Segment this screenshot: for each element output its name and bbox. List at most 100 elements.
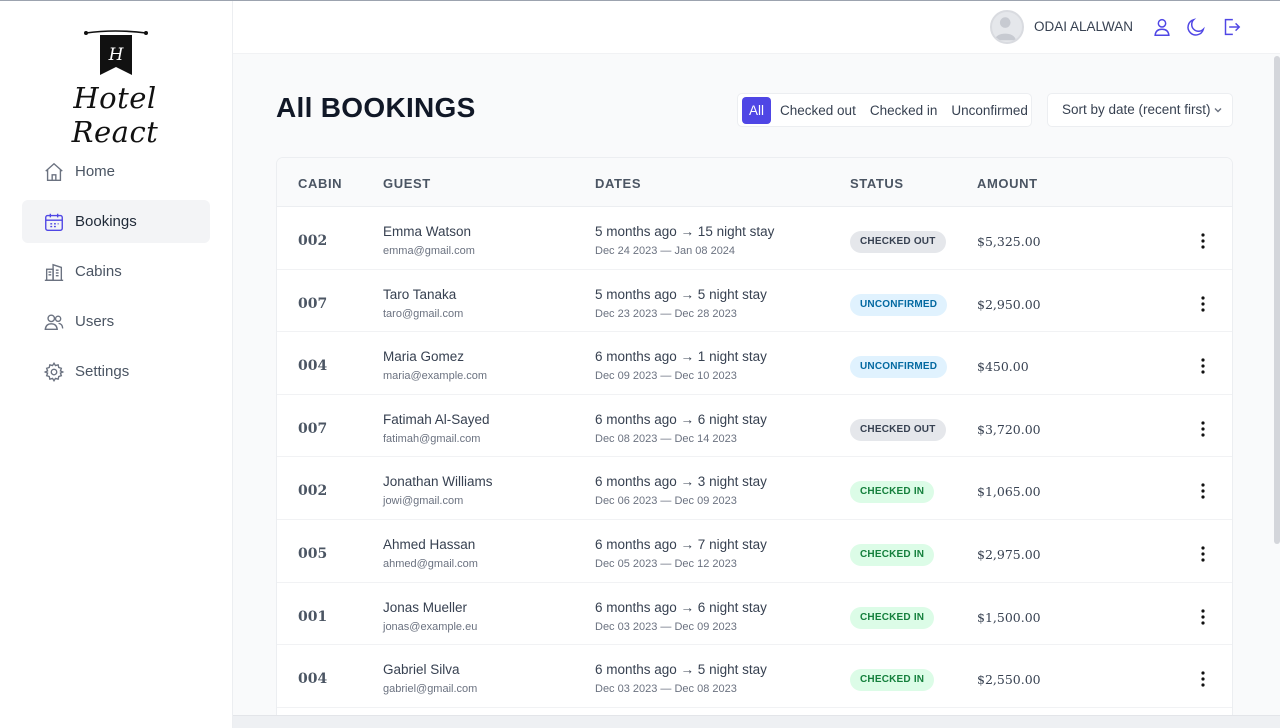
more-vertical-icon: [1201, 358, 1205, 374]
guest-name: Gabriel Silva: [383, 662, 460, 678]
more-vertical-icon: [1201, 671, 1205, 687]
status-badge: CHECKED OUT: [850, 231, 946, 253]
sidebar-item-label: Settings: [75, 363, 130, 380]
table-row[interactable]: 007 Fatimah Al-Sayed fatimah@gmail.com 6…: [277, 395, 1232, 458]
dark-mode-toggle[interactable]: [1185, 16, 1207, 38]
cabin-number: 007: [298, 420, 328, 437]
avatar[interactable]: [990, 10, 1024, 44]
logo-text: Hotel React: [71, 81, 159, 149]
top-header: ODAI ALALWAN: [233, 1, 1280, 54]
status-badge: CHECKED OUT: [850, 418, 946, 441]
status-badge: CHECKED IN: [850, 543, 935, 566]
row-menu-button[interactable]: [1195, 357, 1211, 375]
filter-unconfirmed-button[interactable]: Unconfirmed: [951, 102, 1028, 118]
guest-email: jonas@example.eu: [383, 620, 478, 633]
cabin-number: 004: [298, 358, 328, 375]
column-header-guest: GUEST: [383, 176, 431, 191]
date-range: Dec 08 2023 — Dec 14 2023: [595, 432, 737, 445]
cabin-number: 007: [298, 295, 328, 312]
vertical-scrollbar[interactable]: [1274, 56, 1280, 544]
guest-name: Ahmed Hassan: [383, 536, 476, 552]
chevron-down-icon: [1214, 108, 1222, 113]
table-row[interactable]: 004 Maria Gomez maria@example.com 6 mont…: [277, 332, 1232, 395]
column-header-status: STATUS: [850, 176, 904, 191]
logout-icon: [1224, 18, 1241, 36]
table-row[interactable]: 007 Taro Tanaka taro@gmail.com 5 months …: [277, 270, 1232, 333]
default-avatar-icon: [994, 17, 1016, 41]
sidebar-item-users[interactable]: Users: [22, 300, 210, 343]
stay-summary: 6 months ago → 3 night stay: [595, 474, 767, 490]
amount: $1,065.00: [977, 484, 1041, 500]
row-menu-button[interactable]: [1195, 232, 1211, 250]
table-row[interactable]: 002 Jonathan Williams jowi@gmail.com 6 m…: [277, 457, 1232, 520]
guest-email: fatimah@gmail.com: [383, 432, 481, 445]
table-row[interactable]: 004 Gabriel Silva gabriel@gmail.com 6 mo…: [277, 645, 1232, 708]
row-menu-button[interactable]: [1195, 545, 1211, 563]
sidebar-item-home[interactable]: Home: [22, 150, 210, 193]
guest-email: emma@gmail.com: [383, 245, 475, 257]
horizontal-scrollbar[interactable]: [233, 715, 1280, 728]
row-menu-button[interactable]: [1195, 420, 1211, 438]
guest-email: taro@gmail.com: [383, 307, 464, 320]
sort-select[interactable]: Sort by date (recent first): [1047, 93, 1233, 127]
sidebar-item-bookings[interactable]: Bookings: [22, 200, 210, 243]
guest-name: Taro Tanaka: [383, 286, 457, 302]
date-range: Dec 05 2023 — Dec 12 2023: [595, 557, 737, 570]
cabin-number: 002: [298, 233, 328, 249]
date-range: Dec 24 2023 — Jan 08 2024: [595, 245, 736, 257]
users-icon: [43, 311, 65, 333]
building-icon: [43, 261, 65, 283]
account-button[interactable]: [1151, 16, 1173, 38]
date-range: Dec 23 2023 — Dec 28 2023: [595, 307, 737, 320]
more-vertical-icon: [1201, 546, 1205, 562]
column-header-dates: DATES: [595, 176, 642, 191]
amount: $450.00: [977, 359, 1029, 375]
page-title: All BOOKINGS: [276, 92, 476, 123]
cabin-number: 005: [298, 545, 328, 562]
table-row[interactable]: 001 Jonas Mueller jonas@example.eu 6 mon…: [277, 583, 1232, 646]
sidebar-item-settings[interactable]: Settings: [22, 350, 210, 393]
home-icon: [43, 161, 65, 183]
amount: $2,550.00: [977, 672, 1041, 688]
row-menu-button[interactable]: [1195, 482, 1211, 500]
table-row[interactable]: 002 Emma Watson emma@gmail.com 5 months …: [277, 207, 1232, 270]
row-menu-button[interactable]: [1195, 608, 1211, 626]
amount: $2,975.00: [977, 546, 1041, 562]
filter-checked-out-button[interactable]: Checked out: [780, 102, 856, 118]
stay-summary: 6 months ago → 5 night stay: [595, 662, 767, 678]
guest-email: jowi@gmail.com: [383, 495, 464, 508]
sidebar-item-cabins[interactable]: Cabins: [22, 250, 210, 293]
more-vertical-icon: [1201, 233, 1205, 249]
cabin-number: 004: [298, 671, 328, 688]
status-filter: All Checked out Checked in Unconfirmed: [737, 93, 1032, 127]
table-row[interactable]: 005 Ahmed Hassan ahmed@gmail.com 6 month…: [277, 520, 1232, 583]
gear-icon: [43, 361, 65, 383]
filter-all-button[interactable]: All: [742, 96, 772, 124]
calendar-icon: [43, 211, 65, 233]
sidebar-item-label: Cabins: [75, 263, 122, 280]
status-badge: CHECKED IN: [850, 606, 935, 629]
user-icon: [1154, 18, 1170, 36]
sidebar-item-label: Users: [75, 313, 115, 330]
status-badge: UNCONFIRMED: [850, 356, 948, 379]
filter-checked-in-button[interactable]: Checked in: [869, 102, 938, 118]
amount: $3,720.00: [977, 421, 1041, 437]
guest-name: Jonathan Williams: [383, 474, 493, 490]
row-menu-button[interactable]: [1195, 295, 1211, 313]
sidebar-item-label: Home: [75, 163, 116, 180]
table-header: CABIN GUEST DATES STATUS AMOUNT: [277, 158, 1232, 207]
row-menu-button[interactable]: [1195, 670, 1211, 688]
guest-name: Jonas Mueller: [383, 599, 468, 615]
sidebar: H Hotel React Home Bookings Cabins: [0, 1, 233, 728]
more-vertical-icon: [1201, 295, 1205, 312]
stay-summary: 5 months ago → 15 night stay: [595, 224, 775, 239]
column-header-cabin: CABIN: [298, 176, 343, 191]
amount: $2,950.00: [977, 296, 1041, 312]
status-badge: CHECKED IN: [850, 669, 935, 692]
logout-button[interactable]: [1220, 16, 1242, 38]
guest-name: Emma Watson: [383, 224, 472, 239]
status-badge: UNCONFIRMED: [850, 293, 948, 316]
date-range: Dec 09 2023 — Dec 10 2023: [595, 370, 737, 383]
user-name: ODAI ALALWAN: [1034, 19, 1134, 34]
guest-name: Fatimah Al-Sayed: [383, 411, 490, 427]
